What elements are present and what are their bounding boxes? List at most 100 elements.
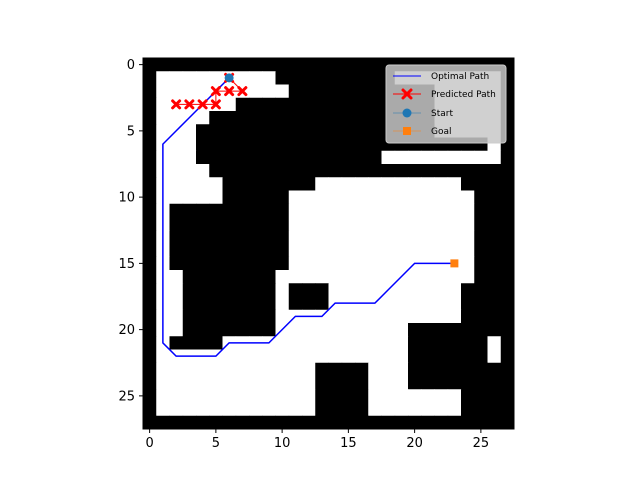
free-cell (288, 217, 303, 231)
obstacle-cell (500, 217, 515, 231)
free-cell (156, 402, 170, 417)
obstacle-cell (328, 150, 343, 165)
free-cell (156, 362, 170, 377)
y-tick-label: 25 (118, 389, 135, 404)
obstacle-cell (302, 164, 316, 178)
free-cell (341, 323, 356, 337)
obstacle-cell (275, 137, 290, 152)
obstacle-cell (249, 309, 263, 324)
obstacle-cell (328, 402, 343, 417)
obstacle-cell (222, 203, 237, 218)
obstacle-cell (408, 164, 422, 178)
free-cell (381, 349, 396, 364)
obstacle-cell (487, 283, 502, 297)
predicted-path-line (176, 77, 244, 105)
obstacle-cell (341, 71, 356, 85)
free-cell (302, 402, 316, 417)
obstacle-cell (355, 71, 369, 85)
free-cell (394, 349, 409, 364)
obstacle-cell (474, 243, 488, 258)
free-cell (447, 217, 462, 231)
free-cell (341, 203, 356, 218)
obstacle-cell (209, 309, 223, 324)
obstacle-cell (275, 217, 290, 231)
obstacle-cell (196, 323, 210, 337)
free-cell (355, 177, 369, 191)
obstacle-cell (169, 256, 184, 271)
legend: Optimal Path Predicted Path Start Goal (385, 64, 507, 144)
free-cell (315, 323, 329, 337)
obstacle-cell (341, 164, 356, 178)
free-cell (368, 362, 382, 377)
obstacle-cell (302, 177, 316, 191)
obstacle-cell (315, 71, 329, 85)
obstacle-cell (169, 230, 184, 244)
obstacle-cell (288, 415, 303, 430)
free-cell (328, 270, 343, 284)
obstacle-cell (474, 362, 488, 377)
obstacle-cell (209, 150, 223, 165)
obstacle-cell (461, 389, 475, 403)
obstacle-cell (288, 164, 303, 178)
goal-marker (450, 259, 459, 268)
free-cell (235, 376, 250, 390)
free-cell (447, 150, 462, 165)
obstacle-cell (368, 415, 382, 430)
obstacle-cell (302, 97, 316, 112)
free-cell (355, 336, 369, 350)
obstacle-cell (169, 203, 184, 218)
free-cell (355, 323, 369, 337)
free-cell (262, 349, 276, 364)
free-cell (421, 270, 435, 284)
free-cell (434, 402, 449, 417)
obstacle-cell (196, 270, 210, 284)
free-cell (169, 84, 184, 99)
free-cell (394, 376, 409, 390)
free-cell (368, 402, 382, 417)
obstacle-cell (500, 309, 515, 324)
free-cell (169, 270, 184, 284)
free-cell (394, 389, 409, 403)
obstacle-cell (249, 177, 263, 191)
obstacle-cell (421, 323, 435, 337)
legend-label-predicted-path: Predicted Path (431, 90, 496, 100)
obstacle-cell (302, 58, 316, 72)
free-cell (461, 270, 475, 284)
free-cell (302, 270, 316, 284)
obstacle-cell (302, 296, 316, 311)
free-cell (381, 323, 396, 337)
free-cell (288, 389, 303, 403)
free-cell (434, 283, 449, 297)
obstacle-cell (288, 177, 303, 191)
obstacle-cell (355, 124, 369, 138)
obstacle-cell (421, 164, 435, 178)
obstacle-cell (209, 137, 223, 152)
free-cell (302, 389, 316, 403)
free-cell (447, 243, 462, 258)
obstacle-cell (328, 137, 343, 152)
free-cell (249, 402, 263, 417)
x-tick-label: 5 (212, 436, 220, 451)
obstacle-cell (341, 362, 356, 377)
free-cell (196, 402, 210, 417)
free-cell (355, 283, 369, 297)
obstacle-cell (328, 389, 343, 403)
obstacle-cell (302, 124, 316, 138)
obstacle-cell (196, 230, 210, 244)
obstacle-cell (288, 283, 303, 297)
obstacle-cell (182, 270, 197, 284)
obstacle-cell (487, 362, 502, 377)
free-cell (381, 230, 396, 244)
obstacle-cell (315, 362, 329, 377)
free-cell (408, 402, 422, 417)
free-cell (182, 150, 197, 165)
obstacle-cell (355, 164, 369, 178)
obstacle-cell (249, 323, 263, 337)
predicted-path-point (184, 99, 195, 110)
obstacle-cell (434, 415, 449, 430)
obstacle-cell (487, 203, 502, 218)
obstacle-cell (381, 164, 396, 178)
obstacle-cell (315, 164, 329, 178)
obstacle-cell (474, 415, 488, 430)
free-cell (182, 177, 197, 191)
